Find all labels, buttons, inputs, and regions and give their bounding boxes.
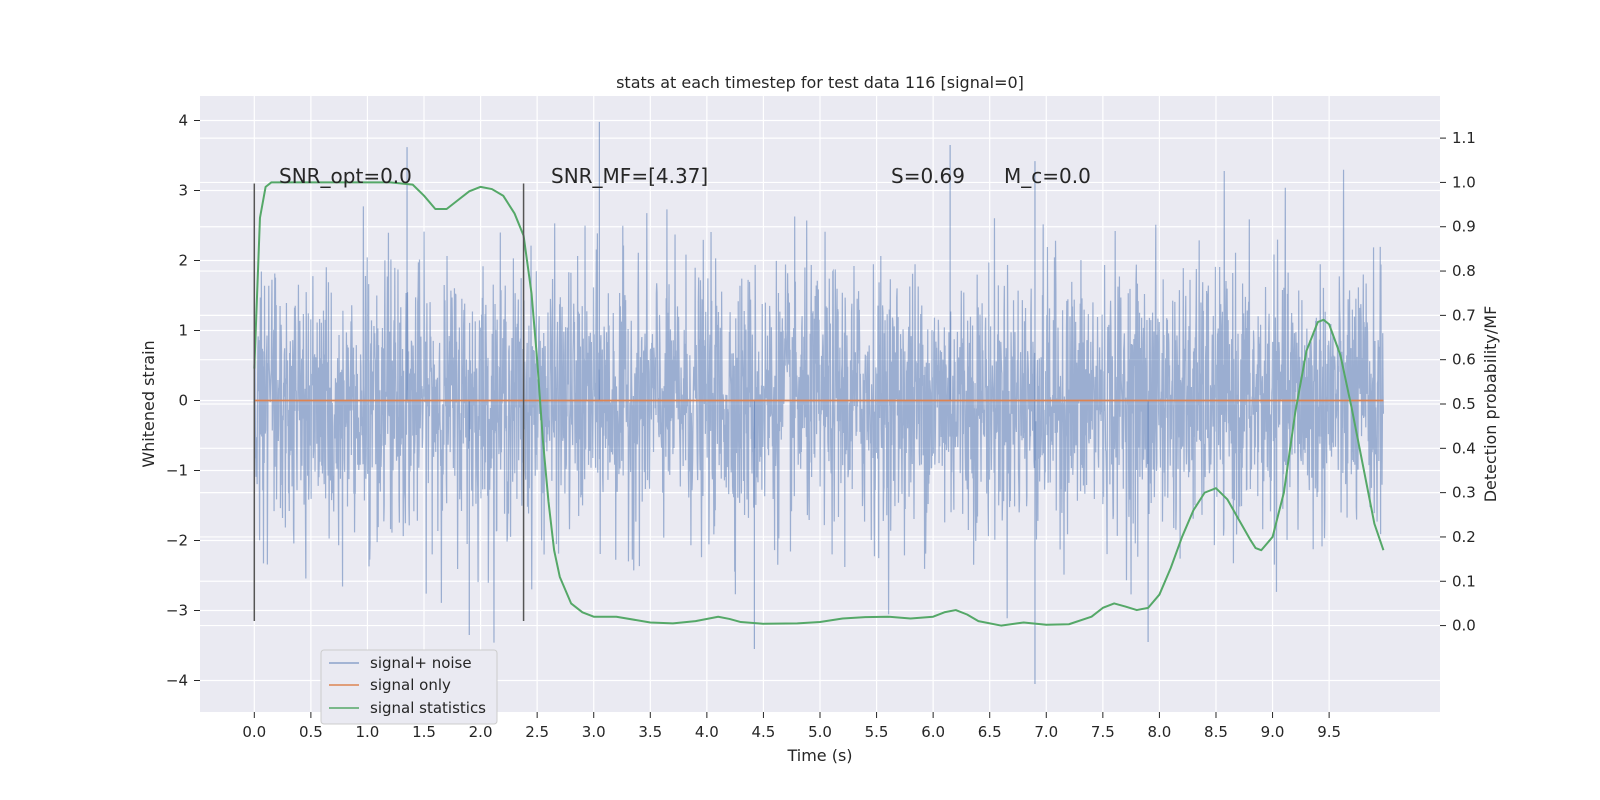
x-tick-label-3: 1.5 — [412, 723, 436, 741]
x-tick-label-10: 5.0 — [808, 723, 832, 741]
annotations: SNR_opt=0.0 SNR_MF=[4.37] S=0.69 M_c=0.0 — [279, 164, 1091, 188]
yr-tick-label-2: 0.2 — [1452, 528, 1476, 546]
x-tick-label-19: 9.5 — [1317, 723, 1341, 741]
x-tick-label-14: 7.0 — [1034, 723, 1058, 741]
yr-tick-label-5: 0.5 — [1452, 395, 1476, 413]
y-axis-right-label: Detection probability/MF — [1481, 306, 1500, 503]
yr-tick-label-6: 0.6 — [1452, 351, 1476, 369]
yl-tick-label-4: 0 — [178, 392, 188, 410]
legend: signal+ noise signal only signal statist… — [320, 649, 498, 725]
x-tick-label-9: 4.5 — [752, 723, 776, 741]
legend-label-signal-noise: signal+ noise — [370, 654, 472, 672]
signal-noise-series — [253, 121, 1385, 684]
x-tick-label-2: 1.0 — [356, 723, 380, 741]
yr-tick-label-3: 0.3 — [1452, 484, 1476, 502]
legend-label-signal-statistics: signal statistics — [370, 699, 486, 717]
vertical-markers — [253, 183, 525, 621]
yr-tick-label-4: 0.4 — [1452, 439, 1476, 457]
legend-box — [320, 649, 498, 725]
x-tick-label-18: 9.0 — [1261, 723, 1285, 741]
x-tick-label-13: 6.5 — [978, 723, 1002, 741]
x-tick-label-0: 0.0 — [242, 723, 266, 741]
x-tick-label-17: 8.5 — [1204, 723, 1228, 741]
x-tick-label-11: 5.5 — [865, 723, 889, 741]
yr-tick-label-0: 0.0 — [1452, 617, 1476, 635]
yl-tick-label-5: 1 — [178, 322, 188, 340]
line-signal-noise — [253, 169, 1385, 643]
x-tick-label-4: 2.0 — [469, 723, 493, 741]
y-axis-left-label: Whitened strain — [139, 340, 158, 467]
annotation-mc: M_c=0.0 — [1004, 164, 1091, 188]
x-tick-label-6: 3.0 — [582, 723, 606, 741]
series-lines — [253, 181, 1385, 627]
x-axis-label: Time (s) — [786, 746, 852, 765]
yr-tick-label-1: 0.1 — [1452, 572, 1476, 590]
yl-tick-label-1: −3 — [166, 602, 188, 620]
x-tick-label-16: 8.0 — [1147, 723, 1171, 741]
legend-label-signal-only: signal only — [370, 676, 451, 694]
yl-tick-label-6: 2 — [178, 252, 188, 270]
chart-title: stats at each timestep for test data 116… — [616, 73, 1024, 92]
yr-tick-label-11: 1.1 — [1452, 129, 1476, 147]
yl-tick-label-0: −4 — [166, 672, 188, 690]
annotation-snr-opt: SNR_opt=0.0 — [279, 164, 412, 188]
x-tick-label-7: 3.5 — [638, 723, 662, 741]
x-tick-label-8: 4.0 — [695, 723, 719, 741]
yr-tick-label-9: 0.9 — [1452, 218, 1476, 236]
yl-tick-label-2: −2 — [166, 532, 188, 550]
yl-tick-label-3: −1 — [166, 462, 188, 480]
yr-tick-label-7: 0.7 — [1452, 306, 1476, 324]
x-tick-label-1: 0.5 — [299, 723, 323, 741]
yl-tick-label-8: 4 — [178, 112, 188, 130]
yl-tick-label-7: 3 — [178, 182, 188, 200]
x-tick-label-12: 6.0 — [921, 723, 945, 741]
yr-tick-label-10: 1.0 — [1452, 173, 1476, 191]
annotation-snr-mf: SNR_MF=[4.37] — [551, 164, 708, 188]
yr-tick-label-8: 0.8 — [1452, 262, 1476, 280]
x-tick-label-15: 7.5 — [1091, 723, 1115, 741]
annotation-s: S=0.69 — [891, 164, 965, 188]
axis-ticks: 0.0 0.5 1.0 1.5 2.0 2.5 3.0 3.5 4.0 4.5 5.0 5.5 6.0 6… — [166, 112, 1476, 742]
line-signal-statistics — [253, 181, 1385, 627]
x-tick-label-5: 2.5 — [525, 723, 549, 741]
